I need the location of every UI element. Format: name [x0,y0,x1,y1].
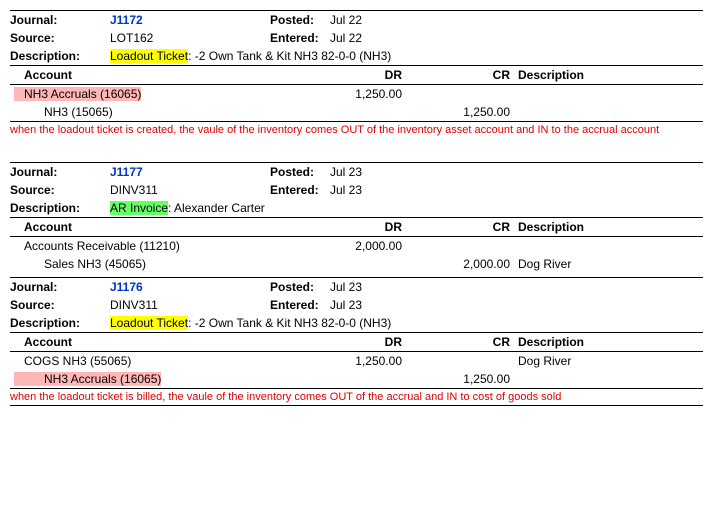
source-value: DINV311 [110,183,270,197]
label-source: Source: [10,31,110,45]
col-desc: Description [514,218,703,237]
account-cell: NH3 (15065) [10,103,298,121]
col-account: Account [10,333,298,352]
table-row: NH3 Accruals (16065) 1,250.00 [10,370,703,388]
desc-cell: Dog River [514,255,703,273]
description-value: Loadout Ticket: -2 Own Tank & Kit NH3 82… [110,316,391,330]
label-entered: Entered: [270,183,330,197]
col-desc: Description [514,66,703,85]
dr-cell: 1,250.00 [298,352,406,371]
col-dr: DR [298,218,406,237]
posted-date: Jul 23 [330,280,362,294]
desc-rest: : -2 Own Tank & Kit NH3 82-0-0 (NH3) [188,316,391,330]
account-cell: Accounts Receivable (11210) [10,237,298,256]
label-posted: Posted: [270,280,330,294]
description-value: Loadout Ticket: -2 Own Tank & Kit NH3 82… [110,49,391,63]
table-row: NH3 Accruals (16065) 1,250.00 [10,85,703,104]
posted-date: Jul 22 [330,13,362,27]
desc-cell [514,237,703,256]
explanation-note: when the loadout ticket is created, the … [10,121,703,138]
desc-cell [514,370,703,388]
dr-cell [298,370,406,388]
col-account: Account [10,218,298,237]
header-row: Description: Loadout Ticket: -2 Own Tank… [10,314,703,332]
col-cr: CR [406,333,514,352]
entered-date: Jul 23 [330,183,362,197]
table-header-row: Account DR CR Description [10,66,703,85]
desc-highlight: Loadout Ticket [110,316,188,330]
journal-number[interactable]: J1176 [110,280,270,294]
source-value: LOT162 [110,31,270,45]
header-row: Description: AR Invoice: Alexander Carte… [10,199,703,217]
col-cr: CR [406,218,514,237]
label-posted: Posted: [270,13,330,27]
cr-cell: 2,000.00 [406,255,514,273]
journal-entry: Journal: J1177 Posted: Jul 23 Source: DI… [10,162,703,273]
col-cr: CR [406,66,514,85]
table-row: Sales NH3 (45065) 2,000.00 Dog River [10,255,703,273]
cr-cell [406,85,514,104]
journal-number[interactable]: J1172 [110,13,270,27]
gap [10,142,703,162]
account-cell: COGS NH3 (55065) [10,352,298,371]
dr-cell: 2,000.00 [298,237,406,256]
table-row: COGS NH3 (55065) 1,250.00 Dog River [10,352,703,371]
label-description: Description: [10,49,110,63]
explanation-note: when the loadout ticket is billed, the v… [10,388,703,406]
desc-highlight: AR Invoice [110,201,168,215]
header-row: Source: DINV311 Entered: Jul 23 [10,296,703,314]
table-header-row: Account DR CR Description [10,218,703,237]
entered-date: Jul 22 [330,31,362,45]
journal-number[interactable]: J1177 [110,165,270,179]
col-desc: Description [514,333,703,352]
desc-rest: : -2 Own Tank & Kit NH3 82-0-0 (NH3) [188,49,391,63]
account-cell: Sales NH3 (45065) [10,255,298,273]
label-journal: Journal: [10,280,110,294]
header-row: Source: LOT162 Entered: Jul 22 [10,29,703,47]
desc-cell [514,85,703,104]
cr-cell: 1,250.00 [406,103,514,121]
label-journal: Journal: [10,165,110,179]
account-table: Account DR CR Description COGS NH3 (5506… [10,332,703,388]
label-journal: Journal: [10,13,110,27]
table-row: Accounts Receivable (11210) 2,000.00 [10,237,703,256]
dr-cell [298,255,406,273]
account-table: Account DR CR Description Accounts Recei… [10,217,703,273]
label-posted: Posted: [270,165,330,179]
dr-cell [298,103,406,121]
label-entered: Entered: [270,31,330,45]
table-header-row: Account DR CR Description [10,333,703,352]
label-source: Source: [10,183,110,197]
label-entered: Entered: [270,298,330,312]
journal-entry: Journal: J1172 Posted: Jul 22 Source: LO… [10,10,703,138]
header-row: Description: Loadout Ticket: -2 Own Tank… [10,47,703,65]
header-row: Source: DINV311 Entered: Jul 23 [10,181,703,199]
journal-entry: Journal: J1176 Posted: Jul 23 Source: DI… [10,277,703,406]
col-dr: DR [298,333,406,352]
cr-cell [406,237,514,256]
col-dr: DR [298,66,406,85]
label-description: Description: [10,201,110,215]
posted-date: Jul 23 [330,165,362,179]
col-account: Account [10,66,298,85]
label-source: Source: [10,298,110,312]
dr-cell: 1,250.00 [298,85,406,104]
entered-date: Jul 23 [330,298,362,312]
account-cell: NH3 Accruals (16065) [10,370,298,388]
account-table: Account DR CR Description NH3 Accruals (… [10,65,703,121]
desc-cell [514,103,703,121]
description-value: AR Invoice: Alexander Carter [110,201,265,215]
header-row: Journal: J1172 Posted: Jul 22 [10,11,703,29]
source-value: DINV311 [110,298,270,312]
desc-rest: : Alexander Carter [168,201,265,215]
account-cell: NH3 Accruals (16065) [10,85,298,104]
header-row: Journal: J1176 Posted: Jul 23 [10,278,703,296]
cr-cell [406,352,514,371]
desc-highlight: Loadout Ticket [110,49,188,63]
header-row: Journal: J1177 Posted: Jul 23 [10,163,703,181]
table-row: NH3 (15065) 1,250.00 [10,103,703,121]
label-description: Description: [10,316,110,330]
cr-cell: 1,250.00 [406,370,514,388]
desc-cell: Dog River [514,352,703,371]
